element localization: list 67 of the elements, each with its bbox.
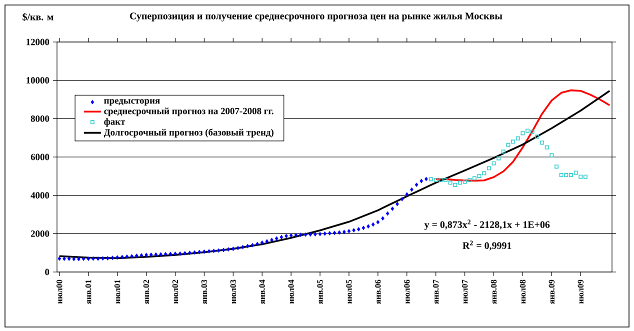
point bbox=[511, 140, 516, 144]
x-tick-label: июл06 bbox=[404, 280, 410, 304]
x-tick-label: июл07 bbox=[462, 280, 468, 304]
x-tick-label: янв.07 bbox=[432, 280, 439, 304]
point bbox=[501, 150, 506, 154]
x-tick-label: янв.04 bbox=[259, 280, 265, 304]
legend-label: предыстория bbox=[104, 99, 160, 106]
annotation: R$^{2}$ = 0,9991 bbox=[462, 240, 512, 250]
x-tick-label: июл09 bbox=[578, 280, 584, 304]
x-tick-label: янв.05 bbox=[317, 280, 323, 304]
y-tick-label: 0 bbox=[45, 268, 50, 276]
annotation: y = 0,873x$^{2}$ - 2128,1x + 1E+06 bbox=[424, 220, 550, 230]
x-tick-label: янв.01 bbox=[86, 280, 92, 304]
point bbox=[482, 171, 486, 176]
point bbox=[453, 182, 458, 187]
legend-label: факт bbox=[104, 118, 126, 127]
x-tick-label: июл05 bbox=[346, 280, 352, 304]
point bbox=[468, 178, 472, 182]
x-tick-label: июл04 bbox=[288, 280, 294, 304]
point bbox=[568, 173, 573, 178]
point bbox=[477, 174, 482, 178]
point bbox=[530, 130, 534, 134]
point bbox=[434, 178, 438, 182]
point bbox=[506, 142, 510, 147]
point bbox=[444, 178, 448, 182]
x-tick-label: июл02 bbox=[172, 280, 178, 304]
y-tick-label: 12000 bbox=[26, 38, 50, 46]
point bbox=[578, 174, 583, 179]
point bbox=[583, 174, 588, 179]
point bbox=[544, 145, 549, 150]
point bbox=[472, 176, 476, 180]
point bbox=[496, 156, 501, 160]
point bbox=[462, 180, 467, 184]
point bbox=[448, 180, 452, 185]
point bbox=[526, 128, 530, 133]
point bbox=[438, 178, 443, 182]
y-tick-label: 10000 bbox=[26, 77, 50, 84]
x-tick-label: июл00 bbox=[56, 280, 62, 304]
y-tick-label: 6000 bbox=[30, 154, 50, 160]
point bbox=[486, 166, 491, 170]
x-tick-label: янв.06 bbox=[375, 280, 381, 304]
legend-label: Долгосрочный прогноз (базовый тренд) bbox=[104, 128, 274, 138]
point bbox=[458, 180, 462, 185]
x-tick-label: янв.02 bbox=[143, 280, 150, 304]
y-tick-label: 4000 bbox=[30, 192, 50, 199]
legend-label: среднесрочный прогноз на 2007-2008 гг. bbox=[104, 108, 274, 116]
y-tick-label: 2000 bbox=[30, 230, 50, 237]
y-tick-label: 8000 bbox=[30, 115, 50, 122]
point bbox=[550, 153, 554, 158]
x-tick-label: июл03 bbox=[230, 280, 236, 304]
point bbox=[540, 140, 544, 145]
y-axis-title: $/кв. м bbox=[22, 13, 54, 21]
point bbox=[429, 177, 434, 182]
point bbox=[492, 161, 496, 166]
x-tick-label: янв.03 bbox=[201, 280, 208, 304]
x-tick-label: июл01 bbox=[114, 280, 120, 304]
point bbox=[520, 131, 525, 136]
point bbox=[564, 173, 568, 178]
point bbox=[574, 170, 578, 175]
point bbox=[516, 136, 520, 140]
point bbox=[559, 173, 564, 178]
x-tick-label: янв.09 bbox=[548, 280, 555, 304]
x-tick-label: июл08 bbox=[520, 280, 526, 304]
x-tick-label: янв.08 bbox=[490, 280, 497, 304]
point bbox=[535, 134, 540, 139]
chart-title: Суперпозиция и получение среднесрочного прогноза цен на рынке жилья Москвы bbox=[130, 12, 502, 22]
point bbox=[554, 164, 558, 169]
